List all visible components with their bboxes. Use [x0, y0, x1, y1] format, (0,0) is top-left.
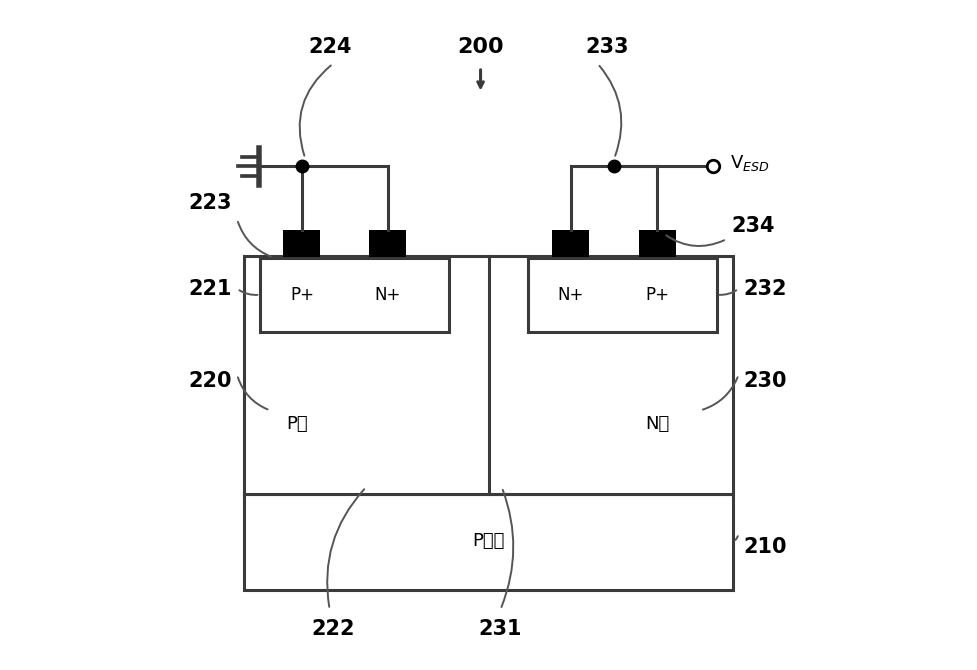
Text: N阱: N阱	[645, 415, 669, 433]
Text: 232: 232	[743, 279, 786, 299]
Bar	[639, 230, 676, 257]
Bar	[529, 257, 717, 332]
Text: 224: 224	[308, 37, 352, 57]
Bar	[243, 255, 734, 494]
Text: N+: N+	[375, 285, 402, 304]
Text: P+: P+	[290, 285, 314, 304]
Bar	[243, 494, 734, 590]
Text: 223: 223	[189, 193, 233, 212]
Text: P褒底: P褒底	[472, 533, 505, 551]
Text: $\mathregular{V}_{ESD}$: $\mathregular{V}_{ESD}$	[730, 153, 770, 173]
Text: 222: 222	[312, 620, 355, 639]
Text: 220: 220	[189, 371, 233, 391]
Bar	[552, 230, 589, 257]
Text: 233: 233	[586, 37, 629, 57]
Bar	[369, 230, 406, 257]
Text: N+: N+	[557, 285, 583, 304]
Text: 231: 231	[479, 620, 522, 639]
Text: 200: 200	[457, 37, 504, 57]
Text: 210: 210	[743, 537, 786, 557]
Bar	[260, 257, 448, 332]
Text: P+: P+	[645, 285, 669, 304]
Text: 230: 230	[743, 371, 786, 391]
Text: 221: 221	[189, 279, 233, 299]
Text: 234: 234	[732, 216, 775, 236]
Text: P阱: P阱	[286, 415, 308, 433]
Bar	[283, 230, 320, 257]
